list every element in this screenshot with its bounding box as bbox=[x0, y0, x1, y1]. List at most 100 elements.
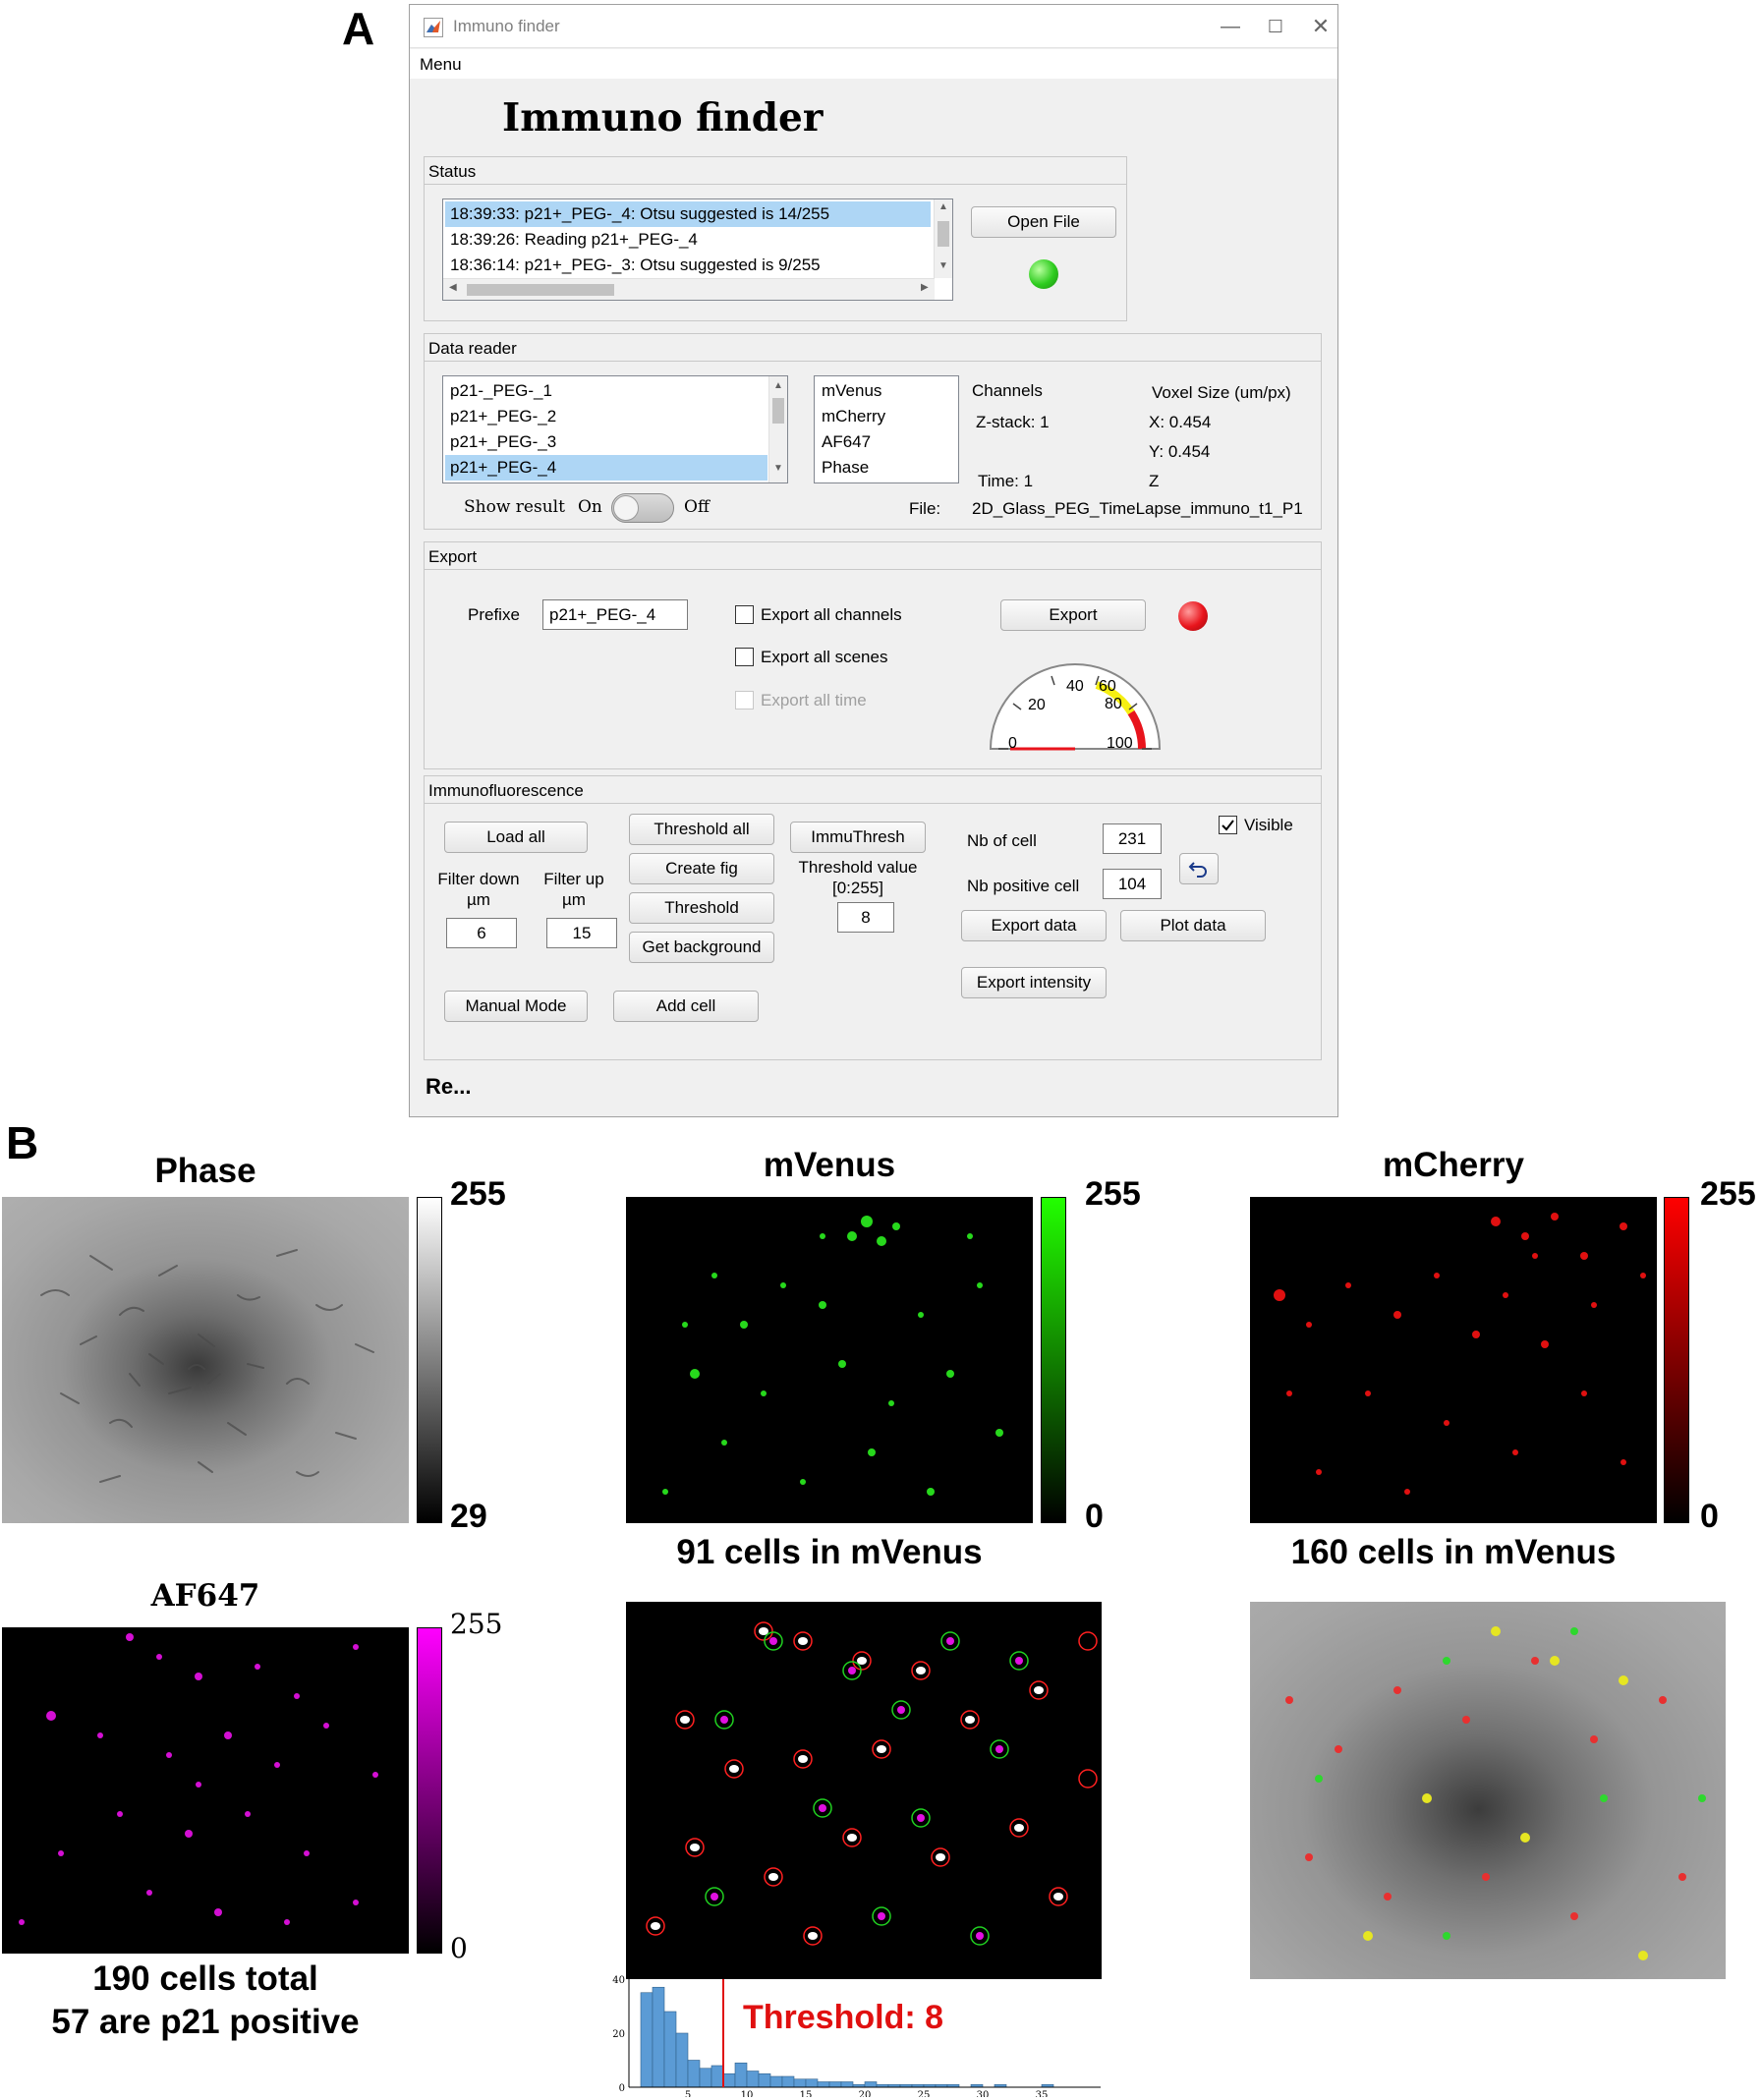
show-result-label: Show result bbox=[464, 497, 565, 517]
channel-item[interactable]: mVenus bbox=[822, 381, 882, 400]
threshold-annotation: Threshold: 8 bbox=[743, 1999, 944, 2036]
export-all-channels-label: Export all channels bbox=[761, 605, 902, 624]
file-item[interactable]: p21+_PEG-_3 bbox=[450, 432, 557, 451]
phase-title: Phase bbox=[154, 1152, 256, 1190]
mvenus-cells bbox=[662, 1216, 1003, 1496]
export-all-scenes-label: Export all scenes bbox=[761, 648, 888, 666]
channel-item[interactable]: AF647 bbox=[822, 432, 872, 451]
menu-item[interactable]: Menu bbox=[420, 55, 462, 74]
mcherry-colorbar bbox=[1664, 1197, 1689, 1523]
histogram-x-tick-label: 20 bbox=[859, 2090, 872, 2097]
data-reader-title: Data reader bbox=[428, 339, 517, 358]
histogram-bar bbox=[687, 2060, 701, 2088]
af647-caption-positive: 57 are p21 positive bbox=[51, 2003, 360, 2041]
nb-positive-cell-label: Nb positive cell bbox=[967, 877, 1080, 895]
voxel-y-label: Y: 0.454 bbox=[1149, 442, 1211, 461]
add-cell-button[interactable]: Add cell bbox=[613, 991, 759, 1022]
channel-item[interactable]: Phase bbox=[822, 458, 870, 477]
voxel-size-label: Voxel Size (um/px) bbox=[1152, 383, 1291, 402]
log-entry[interactable]: 18:39:33: p21+_PEG-_4: Otsu suggested is… bbox=[445, 201, 931, 227]
nb-positive-cell-field: 104 bbox=[1103, 869, 1162, 899]
log-horizontal-scrollbar[interactable]: ◀ ▶ bbox=[443, 278, 935, 300]
export-all-time-checkbox[interactable] bbox=[735, 691, 754, 709]
matlab-app-icon bbox=[424, 18, 443, 37]
log-entry[interactable]: 18:36:14: p21+_PEG-_3: Otsu suggested is… bbox=[450, 255, 821, 274]
progress-gauge bbox=[989, 663, 1162, 751]
load-all-button[interactable]: Load all bbox=[444, 822, 588, 853]
scroll-left-icon[interactable]: ◀ bbox=[449, 282, 457, 293]
file-item[interactable]: p21-_PEG-_1 bbox=[450, 381, 552, 400]
histogram-x-tick-label: 30 bbox=[977, 2090, 990, 2097]
manual-mode-button[interactable]: Manual Mode bbox=[444, 991, 588, 1022]
scroll-down-icon[interactable]: ▼ bbox=[773, 463, 783, 474]
open-file-button[interactable]: Open File bbox=[971, 206, 1116, 238]
window-title: Immuno finder bbox=[453, 17, 560, 35]
file-item-selected[interactable]: p21+_PEG-_4 bbox=[445, 455, 767, 481]
filter-up-input[interactable]: 15 bbox=[546, 918, 617, 948]
scroll-up-icon[interactable]: ▲ bbox=[938, 201, 948, 212]
status-log-list[interactable]: 18:39:33: p21+_PEG-_4: Otsu suggested is… bbox=[442, 199, 953, 301]
mvenus-colorbar-max: 255 bbox=[1085, 1175, 1141, 1213]
file-list-scrollbar[interactable]: ▲ ▼ bbox=[768, 376, 787, 482]
checkmark-icon bbox=[1222, 820, 1234, 831]
channel-item[interactable]: mCherry bbox=[822, 407, 886, 426]
log-vertical-scrollbar[interactable]: ▲ ▼ bbox=[934, 199, 952, 278]
file-label: File: bbox=[909, 499, 941, 518]
mcherry-colorbar-min: 0 bbox=[1700, 1498, 1719, 1535]
create-fig-button[interactable]: Create fig bbox=[629, 853, 774, 884]
histogram-bar bbox=[769, 2075, 783, 2088]
export-button[interactable]: Export bbox=[1000, 599, 1146, 631]
prefix-input[interactable]: p21+_PEG-_4 bbox=[542, 599, 688, 630]
af647-colorbar-max: 255 bbox=[450, 1608, 503, 1640]
get-background-button[interactable]: Get background bbox=[629, 932, 774, 963]
show-result-toggle[interactable] bbox=[611, 493, 674, 523]
export-all-channels-checkbox[interactable] bbox=[735, 605, 754, 624]
file-item[interactable]: p21+_PEG-_2 bbox=[450, 407, 557, 426]
export-all-scenes-checkbox[interactable] bbox=[735, 648, 754, 666]
export-intensity-button[interactable]: Export intensity bbox=[961, 967, 1107, 998]
threshold-button[interactable]: Threshold bbox=[629, 892, 774, 924]
undo-button[interactable] bbox=[1179, 853, 1219, 884]
scroll-right-icon[interactable]: ▶ bbox=[921, 282, 929, 293]
maximize-icon[interactable]: ☐ bbox=[1267, 16, 1284, 36]
threshold-all-button[interactable]: Threshold all bbox=[629, 814, 774, 845]
histogram-x-tick-label: 35 bbox=[1036, 2090, 1049, 2097]
mcherry-image bbox=[1250, 1197, 1657, 1523]
visible-label: Visible bbox=[1244, 816, 1293, 834]
segmentation-overlay-image bbox=[626, 1602, 1102, 1979]
export-data-button[interactable]: Export data bbox=[961, 910, 1107, 941]
mvenus-colorbar bbox=[1041, 1197, 1066, 1523]
app-title: Immuno finder bbox=[502, 95, 824, 141]
histogram-bar bbox=[652, 1986, 665, 2088]
undo-icon bbox=[1188, 862, 1207, 878]
immunofluorescence-group: Immunofluorescence Load all Threshold al… bbox=[424, 775, 1322, 1060]
close-icon[interactable]: ✕ bbox=[1311, 14, 1331, 38]
status-title: Status bbox=[428, 162, 477, 181]
immuno-finder-window: Immuno finder — ☐ ✕ Menu Immuno finder S… bbox=[409, 4, 1338, 1117]
filter-down-input[interactable]: 6 bbox=[446, 918, 517, 948]
phase-image bbox=[2, 1197, 409, 1523]
segmentation-marks bbox=[646, 1621, 1098, 1946]
histogram-bar bbox=[640, 1992, 654, 2088]
minimize-icon[interactable]: — bbox=[1221, 15, 1240, 37]
filter-down-label: Filter down µm bbox=[437, 870, 520, 909]
toggle-knob[interactable] bbox=[613, 495, 639, 521]
af647-colorbar bbox=[417, 1627, 442, 1954]
filter-up-label: Filter up µm bbox=[543, 870, 604, 909]
merged-cells bbox=[1285, 1626, 1706, 1960]
scroll-up-icon[interactable]: ▲ bbox=[773, 380, 783, 391]
immuthresh-button[interactable]: ImmuThresh bbox=[790, 822, 926, 853]
time-label: Time: 1 bbox=[978, 472, 1034, 490]
threshold-value-input[interactable]: 8 bbox=[837, 902, 894, 933]
histogram-bar bbox=[793, 2078, 807, 2088]
gauge-tick-label: 60 bbox=[1099, 678, 1116, 695]
title-bar: Immuno finder — ☐ ✕ bbox=[410, 5, 1337, 48]
channels-list[interactable]: mVenus mCherry AF647 Phase bbox=[814, 375, 959, 483]
plot-data-button[interactable]: Plot data bbox=[1120, 910, 1266, 941]
nb-cell-label: Nb of cell bbox=[967, 831, 1037, 850]
file-list[interactable]: p21-_PEG-_1 p21+_PEG-_2 p21+_PEG-_3 p21+… bbox=[442, 375, 788, 483]
visible-checkbox[interactable] bbox=[1219, 816, 1237, 834]
scroll-down-icon[interactable]: ▼ bbox=[938, 260, 948, 271]
log-entry[interactable]: 18:39:26: Reading p21+_PEG-_4 bbox=[450, 230, 698, 249]
histogram-bar bbox=[758, 2072, 771, 2088]
